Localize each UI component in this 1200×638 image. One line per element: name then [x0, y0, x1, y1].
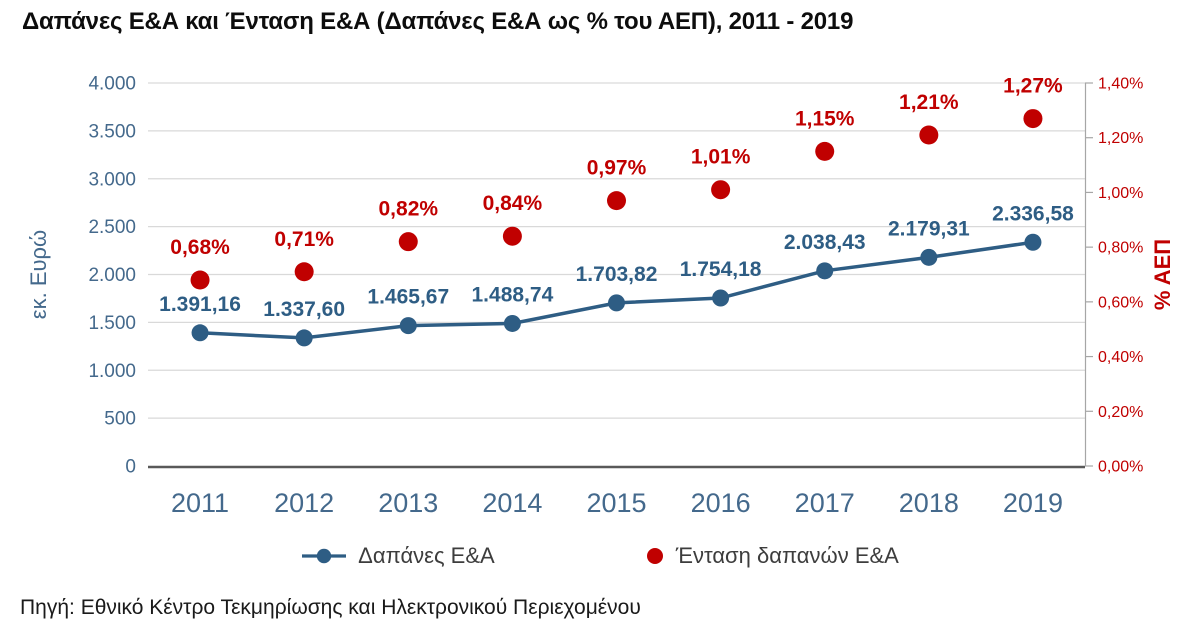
legend: Δαπάνες Ε&Α Ένταση δαπανών Ε&Α: [0, 543, 1200, 569]
x-axis-label: 2018: [899, 488, 959, 518]
intensity-dot: [711, 180, 731, 200]
legend-label-expenditure: Δαπάνες Ε&Α: [358, 543, 495, 568]
expenditure-data-label: 1.703,82: [576, 263, 658, 286]
intensity-dot: [607, 191, 626, 211]
right-axis-tick-label: 0,20%: [1098, 404, 1143, 421]
intensity-dot: [919, 125, 939, 145]
right-axis-tick-label: 0,00%: [1098, 459, 1143, 476]
expenditure-data-label: 2.336,58: [992, 202, 1074, 225]
intensity-data-label: 0,68%: [170, 236, 230, 259]
x-axis-label: 2017: [795, 488, 855, 518]
right-axis-tick-label: 1,20%: [1098, 130, 1143, 147]
expenditure-marker: [191, 324, 209, 342]
left-axis-tick-label: 2.000: [88, 265, 136, 286]
right-axis-tick-label: 0,60%: [1098, 294, 1143, 311]
right-axis-tick-label: 0,40%: [1098, 349, 1143, 366]
expenditure-marker: [295, 329, 313, 347]
expenditure-data-label: 1.465,67: [367, 286, 449, 309]
intensity-dot: [502, 226, 522, 246]
intensity-data-label: 0,97%: [587, 157, 647, 180]
expenditure-marker: [1024, 233, 1042, 251]
right-axis-tick-label: 0,80%: [1098, 240, 1143, 257]
x-axis-label: 2011: [171, 488, 229, 518]
left-axis-tick-label: 500: [104, 409, 136, 430]
source-note: Πηγή: Εθνικό Κέντρο Τεκμηρίωσης και Ηλεκ…: [20, 596, 641, 619]
intensity-dot: [398, 232, 418, 252]
x-axis-label: 2015: [586, 488, 646, 518]
intensity-data-label: 1,21%: [899, 91, 959, 114]
expenditure-data-label: 2.179,31: [888, 217, 970, 240]
expenditure-data-label: 2.038,43: [784, 231, 866, 254]
left-axis-tick-label: 2.500: [88, 217, 136, 238]
x-axis-label: 2019: [1003, 488, 1063, 518]
plot-area: 4.000 3.500 3.000 2.500 2.000 1.500 1.000 500 0 1…: [26, 74, 1175, 519]
intensity-dot: [294, 262, 314, 282]
left-axis-tick-label: 4.000: [88, 74, 136, 95]
expenditure-marker: [608, 294, 625, 312]
expenditure-marker: [712, 289, 730, 307]
intensity-dot: [190, 270, 210, 290]
line-marker-swatch-icon: [302, 548, 347, 564]
expenditure-line: [199, 240, 1034, 340]
intensity-data-label: 1,15%: [795, 107, 855, 130]
expenditure-data-label: 1.754,18: [680, 258, 762, 281]
left-axis-title: εκ. Ευρώ: [26, 230, 51, 319]
expenditure-data-label: 1.488,74: [472, 283, 554, 306]
intensity-data-label: 0,71%: [274, 228, 334, 251]
left-axis-tick-label: 1.500: [88, 313, 136, 334]
x-axis-label: 2016: [691, 488, 751, 518]
expenditure-data-label: 1.391,16: [159, 293, 241, 316]
expenditure-marker: [816, 262, 834, 280]
x-axis-label: 2014: [482, 488, 542, 518]
expenditure-marker: [503, 314, 521, 332]
expenditure-data-label: 1.337,60: [263, 298, 345, 321]
x-axis-label: 2013: [378, 488, 438, 518]
right-axis-title: % ΑΕΠ: [1150, 239, 1175, 310]
intensity-data-label: 1,27%: [1003, 75, 1063, 98]
left-axis-tick-label: 3.000: [88, 169, 136, 190]
intensity-dot: [815, 141, 835, 161]
intensity-data-label: 0,82%: [379, 198, 439, 221]
expenditure-marker: [399, 317, 417, 335]
right-axis-tick-label: 1,00%: [1098, 185, 1143, 202]
left-axis-tick-label: 1.000: [88, 361, 136, 382]
expenditure-marker: [920, 248, 938, 266]
left-axis-tick-label: 0: [125, 457, 136, 478]
intensity-data-label: 0,84%: [483, 192, 543, 215]
chart-title: Δαπάνες Ε&Α και Ένταση Ε&Α (Δαπάνες Ε&Α …: [22, 8, 854, 35]
legend-label-intensity: Ένταση δαπανών Ε&Α: [675, 543, 899, 568]
legend-item-intensity: Ένταση δαπανών Ε&Α: [645, 543, 899, 569]
x-axis-label: 2012: [274, 488, 334, 518]
dot-swatch-icon: [646, 548, 663, 564]
intensity-dot: [1023, 109, 1043, 129]
legend-item-expenditure: Δαπάνες Ε&Α: [301, 543, 495, 569]
right-axis-tick-label: 1,40%: [1098, 76, 1143, 93]
left-axis-tick-label: 3.500: [88, 121, 136, 142]
intensity-data-label: 1,01%: [691, 146, 751, 169]
